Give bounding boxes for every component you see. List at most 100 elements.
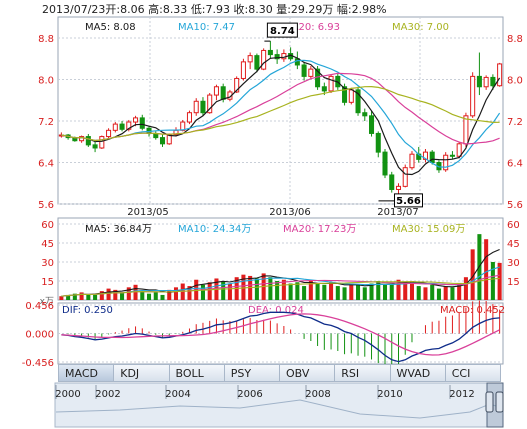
timeline-year-label: 2008 bbox=[305, 389, 330, 400]
price-ma-label: MA30: 7.00 bbox=[392, 22, 449, 33]
volume-bar bbox=[416, 286, 421, 300]
macd-tick-left: -0.456 bbox=[22, 358, 54, 369]
candle-body bbox=[274, 54, 280, 60]
volume-bar bbox=[275, 281, 280, 300]
low-annotation-box bbox=[393, 193, 423, 208]
macd-y-axis: 0.456 0.000 -0.456 bbox=[22, 301, 54, 369]
volume-bar bbox=[133, 284, 138, 300]
candle-body bbox=[261, 49, 267, 70]
candle-body bbox=[186, 112, 192, 123]
volume-tick-left: 45 bbox=[41, 239, 54, 250]
price-tick-left: 6.4 bbox=[38, 159, 54, 170]
candle-body bbox=[254, 55, 260, 70]
price-ma-label: MA10: 7.47 bbox=[178, 22, 235, 33]
quote-high: 高:8.33 bbox=[148, 3, 188, 16]
dea-line bbox=[61, 313, 500, 356]
candle-body bbox=[470, 75, 476, 117]
candle-body bbox=[328, 75, 334, 92]
candle-body bbox=[213, 86, 219, 96]
candle-body bbox=[483, 76, 489, 88]
macd-tick-left: 0.000 bbox=[25, 330, 54, 341]
tab-wvad[interactable]: WVAD bbox=[390, 364, 446, 382]
volume-bar bbox=[167, 289, 172, 300]
volume-bar bbox=[376, 281, 381, 300]
quote-volume: 量:29.29万 bbox=[276, 3, 334, 16]
volume-bar bbox=[281, 279, 286, 300]
candle-body bbox=[106, 129, 112, 138]
candle-body bbox=[193, 100, 199, 114]
price-tick-left: 8.8 bbox=[38, 34, 54, 45]
candle-body bbox=[301, 64, 307, 77]
volume-bar bbox=[79, 292, 84, 300]
candle-body bbox=[207, 94, 213, 114]
candle-body bbox=[139, 117, 145, 129]
volume-bar bbox=[450, 287, 455, 300]
high-annotation-box bbox=[266, 22, 298, 38]
low-annotation-label: 5.66 bbox=[396, 196, 421, 207]
candle-body bbox=[220, 86, 226, 100]
candlestick-series bbox=[58, 41, 503, 201]
volume-bar bbox=[147, 293, 152, 300]
price-annotations: 8.74 5.66 bbox=[264, 22, 423, 208]
volume-bar bbox=[349, 283, 354, 300]
volume-bar bbox=[322, 284, 327, 300]
candle-body bbox=[443, 154, 449, 171]
volume-bar bbox=[126, 287, 131, 300]
volume-bar bbox=[93, 293, 98, 300]
volume-bar bbox=[470, 249, 475, 300]
tab-psy[interactable]: PSY bbox=[224, 364, 280, 382]
price-tick-right: 8.8 bbox=[507, 34, 523, 45]
ma5-line bbox=[61, 54, 501, 176]
candle-body bbox=[369, 115, 375, 134]
volume-bar bbox=[221, 281, 226, 300]
candle-body bbox=[497, 63, 503, 87]
volume-ma-label: MA30: 15.09万 bbox=[392, 224, 465, 235]
timeline-year-label: 2000 bbox=[55, 389, 80, 400]
candle-body bbox=[449, 154, 455, 157]
volume-ma30-line bbox=[61, 277, 500, 297]
volume-tick-left: 30 bbox=[41, 258, 54, 269]
volume-bar bbox=[484, 239, 489, 300]
volume-bar bbox=[72, 293, 77, 300]
tab-boll[interactable]: BOLL bbox=[169, 364, 225, 382]
volume-bar bbox=[409, 281, 414, 300]
moving-average-lines bbox=[61, 54, 501, 176]
volume-bar bbox=[153, 292, 158, 300]
candle-body bbox=[247, 55, 253, 63]
macd-label: DEA: 0.024 bbox=[248, 305, 304, 316]
volume-bar bbox=[140, 291, 145, 300]
volume-ma-label: MA20: 17.23万 bbox=[283, 224, 356, 235]
quote-header: 2013/07/23开:8.06 高:8.33 低:7.93 收:8.30 量:… bbox=[42, 1, 387, 17]
quote-amplitude: 幅:2.98% bbox=[336, 3, 387, 16]
timeline-navigator[interactable]: 2000 2002 2004 2006 2008 2010 2012 bbox=[54, 382, 504, 428]
volume-bar bbox=[436, 288, 441, 300]
candle-body bbox=[112, 123, 118, 131]
tab-obv[interactable]: OBV bbox=[280, 364, 336, 382]
volume-bar bbox=[66, 294, 71, 300]
volume-bar bbox=[295, 282, 300, 300]
tab-rsi[interactable]: RSI bbox=[335, 364, 391, 382]
tab-cci[interactable]: CCI bbox=[445, 364, 501, 382]
tab-macd[interactable]: MACD bbox=[58, 364, 115, 382]
date-tick: 2013/07 bbox=[377, 207, 419, 218]
volume-bar bbox=[389, 283, 394, 300]
volume-bar bbox=[369, 283, 374, 300]
indicator-tabs: MACD KDJ BOLL PSY OBV RSI WVAD CCI bbox=[58, 364, 501, 382]
date-tick: 2013/06 bbox=[269, 207, 311, 218]
volume-y-axis: 60 60 45 45 30 30 15 15 x万 bbox=[40, 220, 520, 307]
candle-body bbox=[240, 61, 246, 79]
tab-kdj[interactable]: KDJ bbox=[114, 364, 170, 382]
date-tick: 2013/05 bbox=[127, 207, 169, 218]
quote-date: 2013/07/23 bbox=[42, 3, 106, 16]
candle-body bbox=[85, 136, 91, 146]
volume-bar bbox=[329, 282, 334, 300]
price-ma-label: MA20: 6.93 bbox=[283, 22, 340, 33]
volume-unit-label: x万 bbox=[40, 297, 54, 307]
volume-bar bbox=[180, 283, 185, 300]
candle-body bbox=[321, 86, 327, 92]
volume-bar bbox=[315, 283, 320, 300]
timeline-year-label: 2012 bbox=[449, 389, 474, 400]
candle-body bbox=[133, 117, 139, 123]
timeline-overview-line bbox=[55, 399, 503, 419]
